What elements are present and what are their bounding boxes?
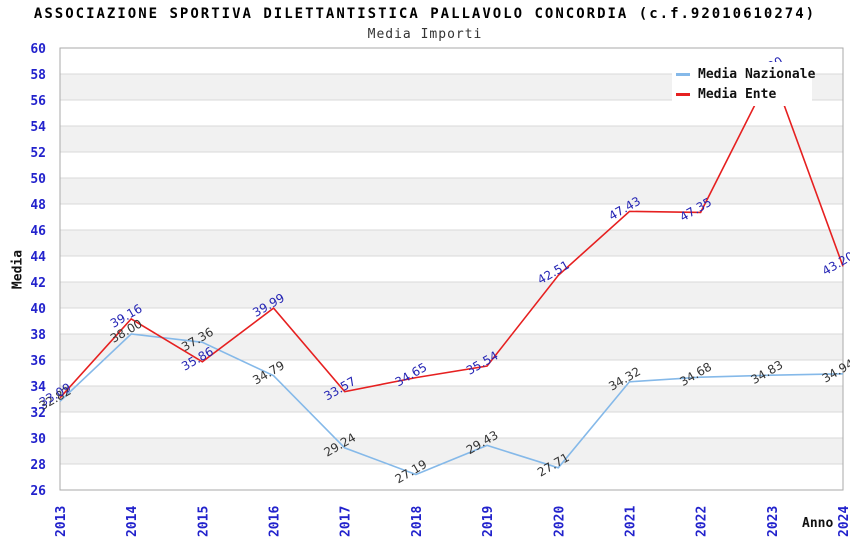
y-tick-label: 44 xyxy=(30,250,46,265)
x-tick-label: 2019 xyxy=(481,506,496,537)
y-tick-label: 36 xyxy=(30,354,46,369)
plot-stripe xyxy=(60,282,843,308)
media-nazionale-value-label: 34.83 xyxy=(749,358,786,387)
y-tick-label: 58 xyxy=(30,68,46,83)
media-ente-line xyxy=(59,69,844,399)
x-tick-label: 2014 xyxy=(125,506,140,537)
legend-item-media-nazionale: Media Nazionale xyxy=(676,66,816,82)
y-tick-label: 30 xyxy=(30,432,46,447)
legend-label: Media Nazionale xyxy=(698,66,816,82)
y-axis-title: Media xyxy=(10,249,26,290)
chart-title: ASSOCIAZIONE SPORTIVA DILETTANTISTICA PA… xyxy=(33,6,817,22)
plot-stripe xyxy=(60,334,843,360)
y-tick-label: 34 xyxy=(30,380,46,395)
legend-label: Media Ente xyxy=(698,86,777,102)
plot-stripe xyxy=(60,230,843,256)
y-tick-label: 50 xyxy=(30,172,46,187)
x-tick-label: 2020 xyxy=(552,506,567,537)
x-axis-title: Anno xyxy=(802,516,834,531)
media-nazionale-swatch xyxy=(676,72,690,76)
legend-item-media-ente: Media Ente xyxy=(676,87,812,102)
x-tick-label: 2013 xyxy=(54,506,69,537)
x-tick-label: 2022 xyxy=(695,506,710,537)
x-tick-label: 2017 xyxy=(339,506,354,537)
x-tick-label: 2021 xyxy=(623,506,638,537)
y-tick-label: 28 xyxy=(30,458,46,473)
x-tick-label: 2024 xyxy=(837,506,850,537)
y-tick-label: 54 xyxy=(30,120,46,135)
x-tick-label: 2023 xyxy=(766,506,781,537)
y-tick-label: 60 xyxy=(30,42,46,57)
y-tick-label: 32 xyxy=(30,406,46,421)
plot-stripe xyxy=(60,178,843,204)
plot-stripe xyxy=(60,386,843,412)
media-nazionale-line xyxy=(59,333,844,476)
plot-stripe xyxy=(60,126,843,152)
y-tick-label: 42 xyxy=(30,276,46,291)
media-ente-value-label: 34.65 xyxy=(393,360,430,389)
y-tick-label: 26 xyxy=(30,484,46,499)
x-tick-label: 2016 xyxy=(268,506,283,537)
y-tick-label: 48 xyxy=(30,198,46,213)
y-tick-label: 40 xyxy=(30,302,46,317)
plot-border xyxy=(59,47,844,491)
media-ente-swatch xyxy=(676,92,690,96)
chart-subtitle: Media Importi xyxy=(367,27,483,42)
y-tick-label: 38 xyxy=(30,328,46,343)
x-tick-label: 2018 xyxy=(410,506,425,537)
y-tick-label: 56 xyxy=(30,94,46,109)
legend: Media Nazionale Media Ente xyxy=(672,62,816,106)
media-nazionale-value-label: 34.68 xyxy=(677,360,714,389)
x-tick-label: 2015 xyxy=(196,506,211,537)
y-tick-label: 46 xyxy=(30,224,46,239)
y-tick-label: 52 xyxy=(30,146,46,161)
media-nazionale-value-label: 34.94 xyxy=(820,356,850,385)
